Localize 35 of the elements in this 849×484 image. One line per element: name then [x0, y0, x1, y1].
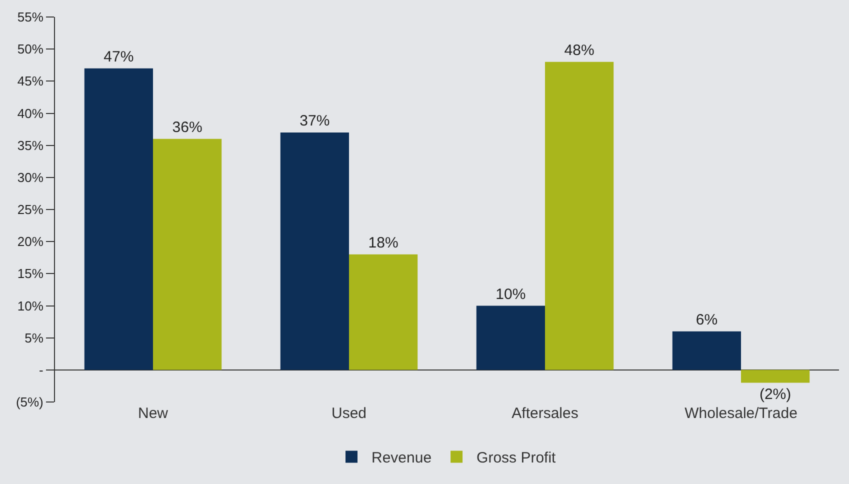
- y-tick-label: 25%: [17, 202, 44, 218]
- legend-label: Revenue: [372, 450, 432, 467]
- data-label: 10%: [496, 286, 526, 303]
- bar: [84, 68, 153, 370]
- y-tick-label: 20%: [17, 234, 44, 250]
- y-tick-label: 45%: [17, 74, 44, 89]
- bar: [672, 331, 741, 370]
- data-label: 18%: [368, 234, 398, 252]
- y-tick-label: 35%: [17, 138, 44, 153]
- y-tick-label: 30%: [17, 170, 44, 185]
- x-tick-label: New: [138, 405, 168, 422]
- x-tick-label: Used: [331, 405, 367, 422]
- bar: [476, 306, 545, 370]
- bar: [349, 254, 418, 370]
- data-label: (2%): [759, 386, 792, 403]
- x-tick-label: Wholesale/Trade: [684, 405, 798, 422]
- y-tick-label: 10%: [17, 298, 44, 314]
- legend-label: Gross Profit: [476, 450, 557, 467]
- data-label: 6%: [696, 311, 718, 328]
- y-tick-label: 15%: [17, 266, 44, 282]
- y-tick-label: 40%: [17, 106, 44, 121]
- y-tick-label: 5%: [24, 330, 44, 346]
- bar: [153, 138, 222, 370]
- x-tick-label: Aftersales: [512, 405, 578, 422]
- bar: [280, 132, 349, 370]
- bar: [545, 62, 614, 370]
- y-tick-label: (5%): [16, 394, 44, 410]
- y-tick-label: 55%: [17, 10, 44, 25]
- bar: [741, 370, 810, 383]
- y-tick-label: -: [39, 362, 44, 378]
- data-label: 47%: [104, 48, 134, 66]
- data-label: 37%: [300, 112, 330, 130]
- y-tick-label: 50%: [17, 42, 44, 57]
- data-label: 36%: [172, 118, 202, 136]
- data-label: 48%: [564, 42, 594, 59]
